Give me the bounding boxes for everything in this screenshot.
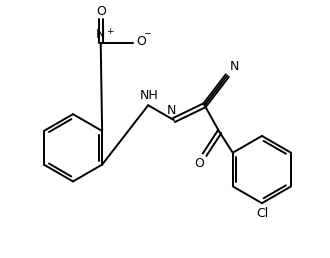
Text: N: N (96, 28, 105, 41)
Text: NH: NH (140, 89, 158, 102)
Text: O: O (195, 157, 205, 170)
Text: O: O (136, 35, 146, 49)
Text: O: O (96, 5, 106, 18)
Text: −: − (143, 28, 151, 37)
Text: N: N (167, 104, 177, 117)
Text: N: N (229, 60, 239, 72)
Text: Cl: Cl (256, 207, 268, 220)
Text: +: + (106, 27, 113, 36)
